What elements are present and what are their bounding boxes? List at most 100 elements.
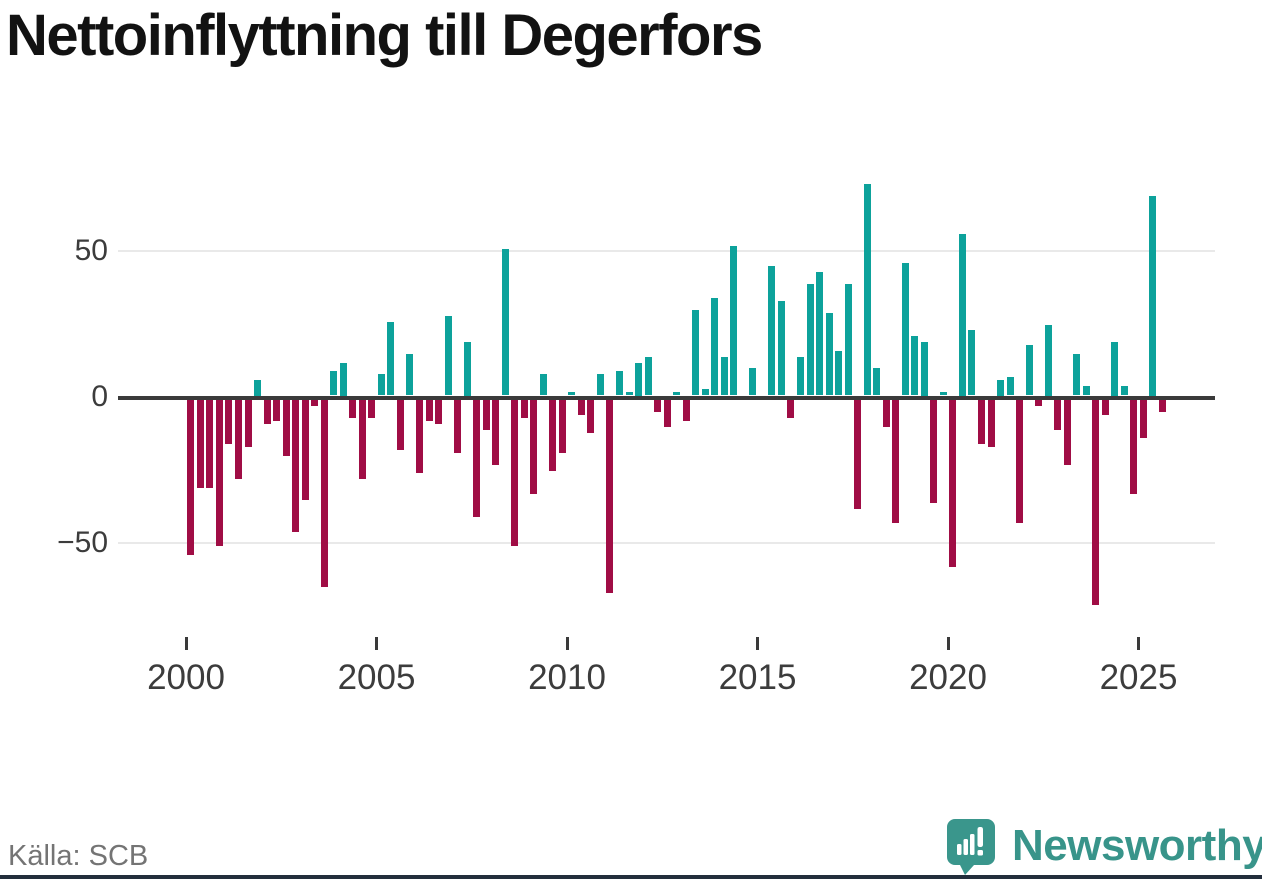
bar-2023Q3 <box>1082 385 1090 396</box>
bar-2014Q2 <box>730 245 738 396</box>
bar-2019Q4 <box>939 391 947 396</box>
x-tick-2010 <box>565 637 569 650</box>
bar-2011Q3 <box>625 391 633 396</box>
bar-2003Q3 <box>320 399 328 588</box>
bar-2023Q1 <box>1063 399 1071 465</box>
x-tick-2020 <box>946 637 950 650</box>
bar-2018Q2 <box>882 399 890 427</box>
bar-2012Q2 <box>654 399 662 413</box>
bar-2016Q2 <box>806 283 814 396</box>
bar-2015Q2 <box>768 266 776 396</box>
bar-2011Q4 <box>635 362 642 396</box>
bar-2023Q4 <box>1092 399 1100 605</box>
bar-2013Q3 <box>701 388 709 396</box>
bar-2022Q1 <box>1025 344 1033 396</box>
bar-2002Q1 <box>263 399 271 424</box>
bar-2005Q3 <box>396 399 404 451</box>
y-axis-label-50: 50 <box>74 234 108 267</box>
bar-2025Q2 <box>1149 196 1157 396</box>
bar-2017Q3 <box>854 399 862 509</box>
bar-2008Q3 <box>511 399 519 547</box>
x-axis-label-2015: 2015 <box>718 658 797 697</box>
bar-2001Q3 <box>244 399 252 448</box>
bar-2008Q1 <box>492 399 500 465</box>
bar-2020Q2 <box>958 234 966 396</box>
x-axis-label-2010: 2010 <box>528 658 606 697</box>
bar-2016Q1 <box>797 356 804 396</box>
bar-2017Q2 <box>844 283 852 396</box>
bar-2006Q3 <box>435 399 442 424</box>
bar-2004Q3 <box>358 399 366 480</box>
bar-2012Q3 <box>663 399 671 427</box>
bar-2021Q3 <box>1006 377 1014 396</box>
bar-2002Q2 <box>273 399 280 421</box>
bar-2012Q4 <box>673 391 681 396</box>
bar-2003Q2 <box>311 399 319 407</box>
bar-2010Q1 <box>568 391 576 396</box>
bar-2024Q3 <box>1120 385 1128 396</box>
bar-2001Q4 <box>254 380 261 396</box>
bar-2024Q1 <box>1101 399 1109 415</box>
x-tick-2025 <box>1137 637 1140 650</box>
bar-2003Q1 <box>301 399 309 500</box>
bar-2023Q2 <box>1073 353 1081 396</box>
bar-2025Q1 <box>1139 399 1147 439</box>
bar-2018Q1 <box>873 368 881 396</box>
bottom-accent-strip <box>0 875 1262 879</box>
bar-2000Q3 <box>206 399 214 488</box>
bar-2020Q4 <box>978 399 985 445</box>
bar-2013Q1 <box>682 399 690 421</box>
bar-2020Q3 <box>968 330 976 396</box>
x-axis-label-2005: 2005 <box>337 658 416 697</box>
bar-2002Q3 <box>282 399 290 456</box>
bar-2010Q3 <box>587 399 595 433</box>
bar-2016Q4 <box>825 312 833 396</box>
bar-2000Q4 <box>215 399 223 547</box>
bar-2024Q4 <box>1130 399 1138 494</box>
bar-2019Q1 <box>911 336 919 396</box>
bar-2015Q3 <box>777 301 785 396</box>
bar-2024Q2 <box>1111 342 1119 396</box>
bar-2006Q2 <box>425 399 433 421</box>
zero-axis-line <box>118 395 1215 400</box>
x-axis-label-2025: 2025 <box>1099 658 1178 697</box>
bar-2008Q4 <box>520 399 528 418</box>
bar-2022Q3 <box>1044 324 1052 396</box>
bar-2015Q4 <box>787 399 795 418</box>
bar-2021Q2 <box>997 380 1004 396</box>
bar-2016Q3 <box>816 271 823 396</box>
bar-2009Q4 <box>558 399 566 453</box>
bar-2017Q4 <box>863 184 871 396</box>
bar-2005Q2 <box>387 321 395 396</box>
bar-2014Q1 <box>720 356 728 396</box>
bar-2000Q1 <box>187 399 195 556</box>
newsworthy-wordmark: Newsworthy <box>1012 821 1262 870</box>
bar-2004Q4 <box>368 399 376 418</box>
bar-2006Q1 <box>415 399 423 474</box>
bar-2007Q4 <box>482 399 490 430</box>
bar-2007Q3 <box>473 399 481 518</box>
y-axis-label-minus-50: −50 <box>57 526 108 559</box>
bar-2006Q4 <box>444 315 452 396</box>
bar-2009Q2 <box>539 374 547 396</box>
bar-2009Q3 <box>549 399 557 471</box>
x-axis-label-2020: 2020 <box>909 658 987 697</box>
bar-2004Q1 <box>339 362 347 396</box>
x-tick-2000 <box>184 637 188 650</box>
bar-2011Q1 <box>606 399 614 594</box>
bar-2005Q1 <box>377 374 385 396</box>
x-tick-2015 <box>756 637 759 650</box>
source-caption: Källa: SCB <box>8 840 149 872</box>
gridline-minus-50 <box>118 542 1215 544</box>
bar-2012Q1 <box>644 356 652 396</box>
bar-2025Q3 <box>1159 399 1166 413</box>
y-axis-label-0: 0 <box>91 380 108 413</box>
bar-2008Q2 <box>501 248 509 396</box>
bar-2018Q3 <box>892 399 900 524</box>
bar-2007Q1 <box>454 399 461 453</box>
bar-2001Q2 <box>234 399 242 480</box>
bar-2005Q4 <box>406 353 414 396</box>
gridline-plus-50 <box>118 250 1215 252</box>
